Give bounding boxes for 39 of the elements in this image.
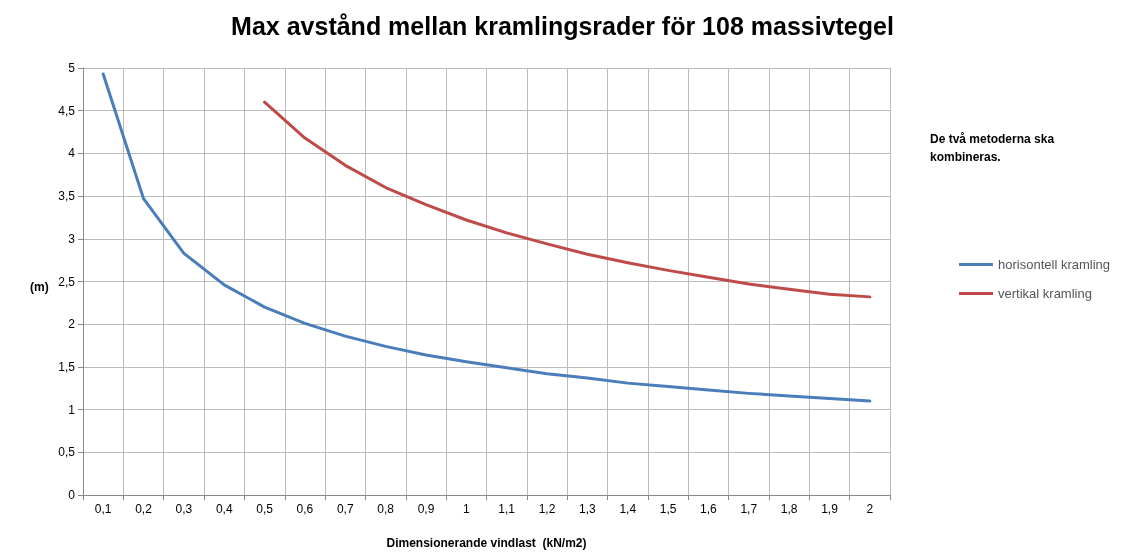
y-tick-label: 4 [68,146,76,161]
x-tick-label: 2 [866,502,874,516]
text: De två metoderna ska kombineras. [930,132,1058,164]
x-tick-label: 0,4 [215,502,233,516]
y-tick-label: 3 [68,231,76,246]
chart-title: Max avstånd mellan kramlingsrader för 108 massivtegel [231,11,894,40]
x-tick-label: 1,1 [498,502,516,516]
x-tick-label: 1 [462,502,470,516]
y-tick-label: 4,5 [58,103,76,118]
x-tick-label: 0,1 [94,502,112,516]
x-tick-label: 1,5 [659,502,677,516]
y-axis-title: (m) [30,280,49,294]
x-tick-label: 1,8 [780,502,798,516]
legend-label: vertikal kramling [998,286,1092,301]
x-axis-title: Dimensionerande vindlast (kN/m2) [386,536,587,550]
legend-label: horisontell kramling [998,257,1111,272]
x-tick-label: 1,9 [821,502,839,516]
x-tick-label: 1,7 [740,502,758,516]
y-tick-label: 2,5 [58,274,76,289]
x-tick-label: 1,2 [538,502,556,516]
y-tick-label: 3,5 [58,189,76,204]
x-tick-label: 0,2 [135,502,153,516]
x-tick-label: 0,7 [336,502,354,516]
x-tick-label: 0,5 [256,502,274,516]
x-tick-label: 0,6 [296,502,314,516]
line-series [101,72,872,403]
y-tick-label: 1 [68,402,76,417]
x-tick-label: 1,6 [700,502,718,516]
line-series [263,100,872,299]
x-tick-label: 0,9 [417,502,435,516]
x-tick-label: 0,3 [175,502,193,516]
y-tick-label: 0,5 [58,445,76,460]
y-tick-label: 2 [68,317,76,332]
x-tick-label: 1,4 [619,502,637,516]
x-tick-label: 0,8 [377,502,395,516]
y-tick-label: 5 [68,61,76,75]
y-tick-label: 0 [68,488,76,502]
y-tick-label: 1,5 [58,359,76,374]
x-tick-label: 1,3 [579,502,597,516]
